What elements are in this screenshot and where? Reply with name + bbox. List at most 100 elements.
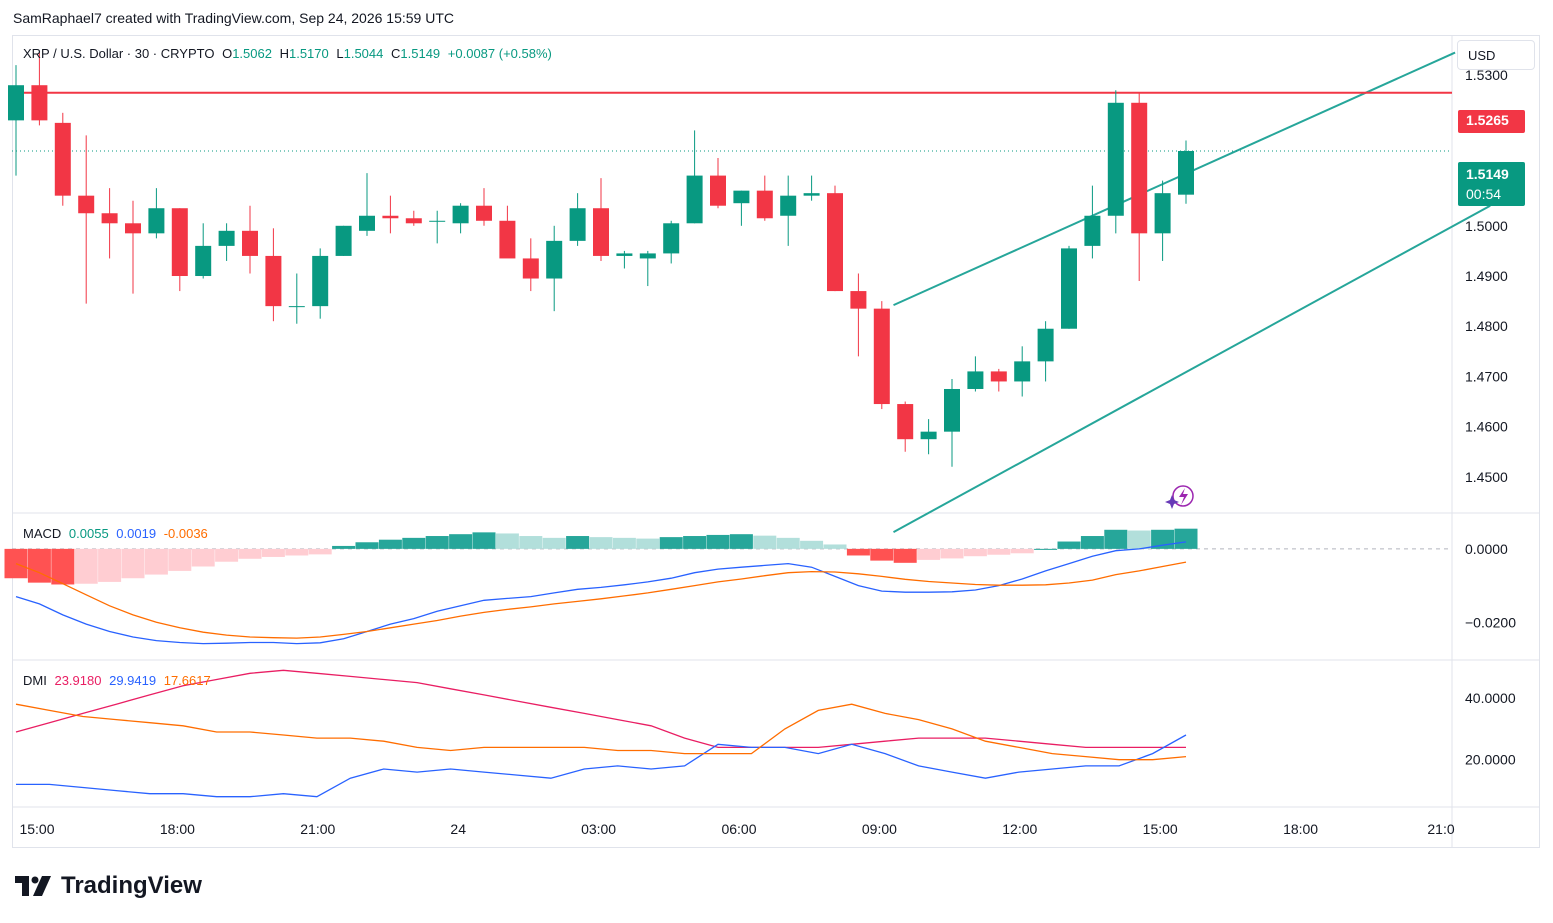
candle-body [827, 193, 843, 292]
dmi-minus-value: 17.6617 [163, 673, 211, 688]
candle [686, 130, 703, 224]
candle-body [429, 220, 446, 222]
candle-body [8, 85, 24, 121]
candle-body [499, 220, 516, 259]
macd-histogram-bar [917, 548, 941, 560]
close-label: C [391, 46, 401, 61]
candle-body [616, 253, 633, 256]
price-axis: 1.53001.52001.50001.49001.48001.47001.46… [1465, 67, 1516, 768]
time-tick-label: 21:00 [300, 821, 335, 837]
candle [312, 248, 329, 319]
dmi-label[interactable]: DMI [23, 673, 47, 688]
candle-body [31, 85, 48, 121]
macd-histogram-bar [659, 537, 683, 549]
macd-histogram-bar [612, 537, 636, 549]
macd-histogram-bar [285, 548, 309, 556]
candle-body [1061, 248, 1077, 329]
bar-countdown: 00:54 [1466, 186, 1502, 202]
candle-body [1107, 102, 1124, 216]
candle [897, 401, 914, 452]
macd-histogram-bar [191, 548, 215, 567]
adx-line [15, 669, 1186, 749]
candle-body [171, 208, 188, 277]
price-tick-label: 1.4500 [1465, 469, 1508, 485]
dmi-plus-value: 29.9419 [109, 673, 157, 688]
macd-tick-label: 0.0000 [1465, 541, 1508, 557]
candle-body [452, 205, 469, 224]
macd-histogram-bar [1080, 536, 1104, 549]
candle-body [593, 208, 609, 256]
macd-legend: MACD 0.0055 0.0019 -0.0036 [23, 526, 212, 541]
candle-body [522, 258, 539, 279]
candle [593, 178, 609, 261]
candle-body [1037, 328, 1054, 362]
sparkle-icon[interactable] [1165, 485, 1194, 509]
candle-body [476, 205, 492, 221]
macd-histogram-bar [800, 540, 824, 549]
candle-body [944, 388, 960, 432]
candlestick-series [8, 52, 1194, 467]
macd-histogram-bar [519, 536, 543, 549]
candle [756, 175, 773, 221]
macd-histogram-bar [589, 537, 613, 549]
macd-histogram-bar [355, 542, 379, 549]
candle-body [1131, 102, 1148, 234]
currency-button[interactable]: USD [1457, 40, 1535, 70]
channel-lower-line [893, 204, 1491, 533]
candle [359, 173, 375, 236]
candle [1107, 90, 1124, 234]
candle-body [312, 255, 329, 307]
macd-histogram-bar [144, 548, 168, 575]
macd-histogram-bar [98, 548, 122, 582]
price-tick-label: 1.5300 [1465, 67, 1508, 83]
time-tick-label: 24 [450, 821, 466, 837]
candle [663, 220, 680, 264]
tradingview-logo[interactable]: TradingView [15, 872, 202, 900]
candle [546, 225, 563, 312]
signal-line [15, 561, 1187, 639]
candle [803, 175, 820, 201]
candle-body [686, 175, 703, 224]
candle [31, 52, 48, 126]
dmi-pane [15, 669, 1187, 798]
candle [967, 356, 984, 392]
candle [920, 419, 937, 455]
price-tick-label: 1.4600 [1465, 419, 1508, 435]
price-tick-label: 1.4900 [1465, 268, 1508, 284]
open-value: 1.5062 [232, 46, 272, 61]
last-price-tag: 1.5149 00:54 [1458, 162, 1525, 206]
candle [1154, 180, 1171, 261]
macd-pane [4, 528, 1452, 645]
symbol-title[interactable]: XRP / U.S. Dollar · 30 · CRYPTO [23, 46, 215, 61]
dmi-legend: DMI 23.9180 29.9419 17.6617 [23, 673, 215, 688]
macd-histogram-bar [566, 536, 590, 549]
dmi-tick-label: 40.0000 [1465, 690, 1516, 706]
candle [78, 135, 95, 304]
candle [1014, 346, 1031, 397]
candle [569, 193, 586, 246]
low-value: 1.5044 [343, 46, 384, 61]
price-tick-label: 1.5000 [1465, 218, 1508, 234]
candle-body [569, 208, 586, 241]
candle [335, 225, 352, 256]
low-label: L [336, 46, 344, 61]
time-tick-label: 18:00 [160, 821, 195, 837]
candle-body [1178, 150, 1194, 195]
candle-body [780, 195, 797, 216]
macd-histogram-bar [308, 548, 332, 555]
candle-body [920, 431, 937, 440]
candle-body [756, 190, 773, 219]
macd-label[interactable]: MACD [23, 526, 62, 541]
candle-body [335, 225, 352, 256]
candle [990, 368, 1007, 392]
candle-body [850, 291, 867, 309]
candle [710, 158, 726, 209]
candle-body [101, 213, 118, 224]
candle [1037, 321, 1054, 382]
candle [54, 112, 71, 206]
dmi-tick-label: 20.0000 [1465, 752, 1516, 768]
macd-histogram-bar [729, 534, 753, 549]
macd-histogram-bar [1010, 548, 1034, 554]
resistance-price-tag: 1.5265 [1458, 110, 1525, 133]
